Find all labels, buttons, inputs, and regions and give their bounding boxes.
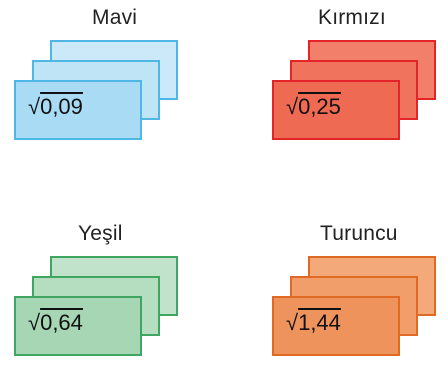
square-root-expression: √0,09 (28, 94, 83, 120)
radicand: 1,44 (298, 310, 341, 335)
card-group-blue: Mavi √0,09 (10, 6, 210, 166)
group-label: Mavi (92, 6, 138, 29)
card-front[interactable]: √1,44 (272, 296, 400, 356)
radicand: 0,64 (40, 310, 83, 335)
card-group-red: Kırmızı √0,25 (268, 6, 448, 166)
radical-sign: √ (286, 94, 299, 119)
radicand: 0,09 (40, 94, 83, 119)
card-group-orange: Turuncu √1,44 (268, 222, 448, 382)
square-root-expression: √0,25 (286, 94, 341, 120)
square-root-expression: √1,44 (286, 310, 341, 336)
group-label: Turuncu (320, 222, 398, 245)
radicand: 0,25 (298, 94, 341, 119)
card-front[interactable]: √0,25 (272, 80, 400, 140)
radical-sign: √ (28, 94, 41, 119)
radical-sign: √ (286, 310, 299, 335)
card-front[interactable]: √0,64 (14, 296, 142, 356)
radical-sign: √ (28, 310, 41, 335)
square-root-expression: √0,64 (28, 310, 83, 336)
group-label: Kırmızı (318, 6, 386, 29)
card-front[interactable]: √0,09 (14, 80, 142, 140)
group-label: Yeşil (78, 222, 123, 245)
card-group-green: Yeşil √0,64 (10, 222, 210, 382)
